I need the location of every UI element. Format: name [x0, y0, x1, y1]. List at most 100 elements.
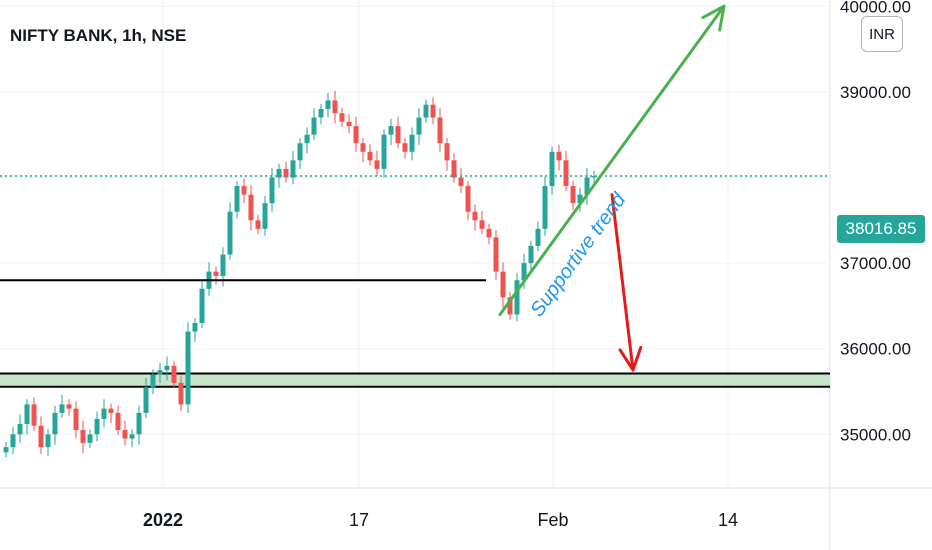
candle-body [304, 134, 310, 144]
candle-body [577, 194, 583, 204]
candle-body [17, 424, 23, 435]
support-zone [0, 373, 830, 387]
candle-body [402, 143, 408, 152]
candle-body [472, 211, 478, 221]
time-tick-label: Feb [537, 510, 568, 530]
candle-body [10, 434, 16, 448]
candle-body [388, 126, 394, 135]
candle-body [535, 228, 541, 246]
price-axis: 40000.00 39000.00 37000.00 36000.00 35000.00 [840, 0, 911, 444]
last-price-badge: 38016.85 [837, 215, 925, 243]
candle-body [332, 100, 338, 114]
candle-body [423, 104, 429, 118]
annotation-lines [0, 4, 830, 372]
candle-body [584, 177, 590, 195]
candle-body [87, 434, 93, 443]
candle-body [164, 365, 170, 371]
candle-body [353, 126, 359, 144]
candle-body [220, 254, 226, 276]
candle-body [192, 323, 198, 332]
candle-body [31, 404, 37, 426]
candle-body [108, 408, 114, 413]
price-tick-label: 35000.00 [840, 425, 911, 444]
trend-arrow-up-head [701, 4, 726, 32]
price-tick-label: 36000.00 [840, 340, 911, 359]
candle-body [360, 143, 366, 152]
candle-body [493, 237, 499, 272]
candle-body [178, 382, 184, 405]
candle-body [514, 280, 520, 315]
candle-body [444, 143, 450, 161]
candle-body [255, 220, 261, 229]
candle-body [409, 134, 415, 152]
candle-body [80, 430, 86, 443]
candle-body [157, 370, 163, 375]
candle-body [549, 151, 555, 187]
candle-body [241, 186, 247, 195]
candle-body [339, 113, 345, 122]
candle-body [507, 297, 513, 315]
time-tick-label: 2022 [143, 510, 183, 530]
candle-body [528, 245, 534, 264]
candle-body [290, 160, 296, 178]
candle-body [199, 288, 205, 324]
candle-body [500, 271, 506, 298]
candle-body [346, 121, 352, 127]
candle-body [129, 434, 135, 439]
candle-body [458, 177, 464, 187]
candle-body [318, 108, 324, 118]
candle-body [213, 271, 219, 276]
candle-body [297, 143, 303, 161]
candle-body [486, 228, 492, 238]
candle-body [269, 177, 275, 204]
candle-body [122, 430, 128, 439]
candle-body [542, 186, 548, 229]
candle-body [45, 434, 51, 448]
candle-body [73, 408, 79, 431]
candle-body [136, 412, 142, 435]
candle-body [3, 447, 9, 453]
candle-body [367, 151, 373, 161]
candle-body [276, 168, 282, 178]
candle-body [101, 408, 107, 419]
price-tick-label: 40000.00 [840, 0, 911, 16]
candle-body [395, 126, 401, 144]
currency-button[interactable]: INR [861, 16, 903, 52]
candle-body [416, 117, 422, 135]
candle-body [52, 412, 58, 435]
candle-body [248, 194, 254, 221]
price-tick-label: 39000.00 [840, 83, 911, 102]
candle-body [465, 186, 471, 212]
candle-body [94, 418, 100, 435]
candle-body [570, 186, 576, 204]
candle-body [521, 263, 527, 281]
candle-body [150, 374, 156, 388]
candle-body [311, 117, 317, 135]
candle-body [171, 365, 177, 383]
candle-body [430, 104, 436, 118]
candle-body [437, 117, 443, 144]
candle-body [325, 100, 331, 109]
candle-body [38, 425, 44, 448]
candle-body [556, 151, 562, 161]
candle-body [563, 160, 569, 187]
time-tick-label: 17 [349, 510, 369, 530]
trend-arrow-down [610, 193, 635, 372]
candle-body [283, 168, 289, 178]
candles [3, 91, 597, 458]
candle-body [451, 160, 457, 178]
trend-arrow-down-head [618, 345, 643, 372]
candle-body [591, 176, 597, 178]
candle-body [479, 220, 485, 229]
support-zone-layer [0, 372, 830, 388]
candle-body [66, 404, 72, 409]
candle-body [59, 404, 65, 413]
time-axis: 2022 17 Feb 14 [143, 510, 738, 530]
candle-body [374, 160, 380, 169]
time-tick-label: 14 [718, 510, 738, 530]
price-tick-label: 37000.00 [840, 254, 911, 273]
candle-body [234, 186, 240, 212]
trend-arrow-up [498, 4, 726, 316]
